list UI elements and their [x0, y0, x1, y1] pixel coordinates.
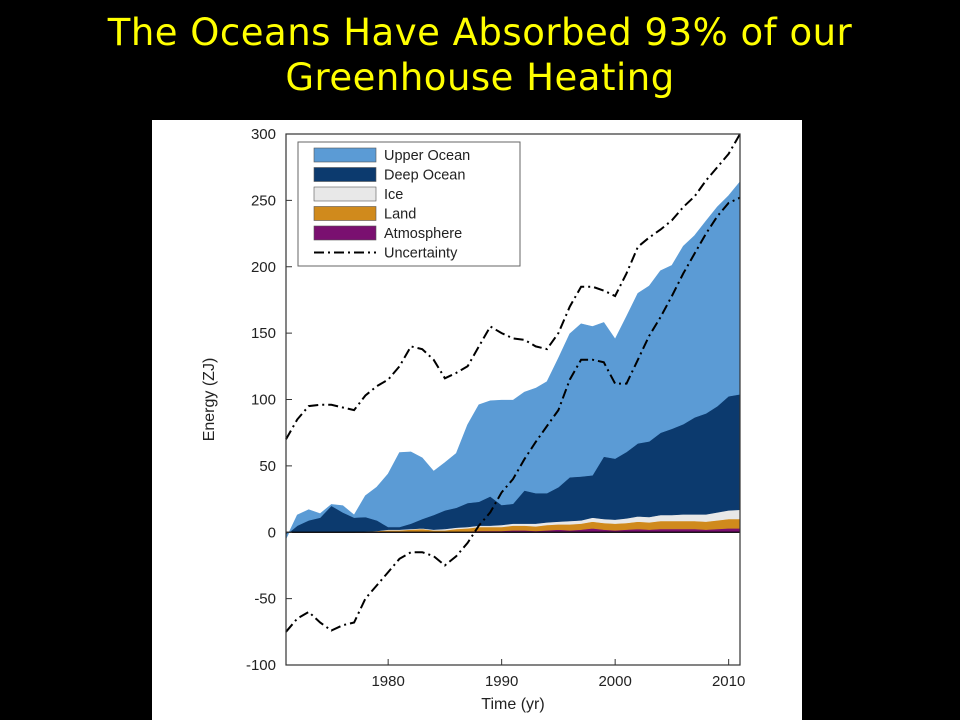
energy-chart: 1980 1990 2000 2010 -100 -50 0 50 100 150 200 250 3…	[201, 126, 745, 713]
chart-panel: 1980 1990 2000 2010 -100 -50 0 50 100 150 200 250 3…	[152, 120, 802, 720]
y-tick-label: 0	[268, 524, 276, 541]
y-tick-label: -100	[246, 657, 276, 674]
legend: Upper Ocean Deep Ocean Ice Land Atmosphere Un…	[297, 141, 521, 267]
legend-label-land: Land	[384, 207, 416, 223]
slide-title-line-2: Greenhouse Heating	[285, 56, 675, 99]
legend-label-deep-ocean: Deep Ocean	[384, 168, 465, 184]
y-tick-label: -50	[254, 591, 276, 608]
legend-swatch-land	[313, 206, 377, 221]
x-axis: 1980 1990 2000 2010	[371, 659, 745, 690]
y-tick-label: 250	[251, 192, 276, 209]
x-tick-label: 1990	[485, 673, 518, 690]
y-axis-label: Energy (ZJ)	[201, 358, 218, 442]
x-axis-label: Time (yr)	[481, 696, 544, 713]
y-tick-label: 300	[251, 126, 276, 143]
uncertainty-lower-line	[285, 196, 741, 633]
x-tick-label: 2010	[712, 673, 745, 690]
y-axis: -100 -50 0 50 100 150 200 250 300	[246, 126, 292, 674]
x-tick-label: 2000	[598, 673, 631, 690]
x-tick-label: 1980	[371, 673, 404, 690]
y-tick-label: 200	[251, 259, 276, 276]
legend-swatch-atmosphere	[313, 225, 377, 241]
legend-swatch-ice	[313, 186, 377, 202]
legend-label-upper-ocean: Upper Ocean	[384, 148, 470, 164]
legend-box	[297, 141, 521, 267]
y-tick-label: 50	[259, 458, 276, 475]
legend-label-uncertainty: Uncertainty	[384, 246, 458, 262]
legend-label-ice: Ice	[384, 187, 403, 203]
legend-swatch-deep-ocean	[313, 167, 377, 182]
legend-swatch-upper-ocean	[313, 147, 377, 163]
legend-label-atmosphere: Atmosphere	[384, 226, 462, 242]
y-tick-label: 100	[251, 392, 276, 409]
slide-title-line-1: The Oceans Have Absorbed 93% of our	[107, 11, 853, 54]
slide-title: The Oceans Have Absorbed 93% of our Gree…	[0, 10, 960, 100]
y-tick-label: 150	[251, 325, 276, 342]
uncertainty-lines	[285, 133, 741, 633]
